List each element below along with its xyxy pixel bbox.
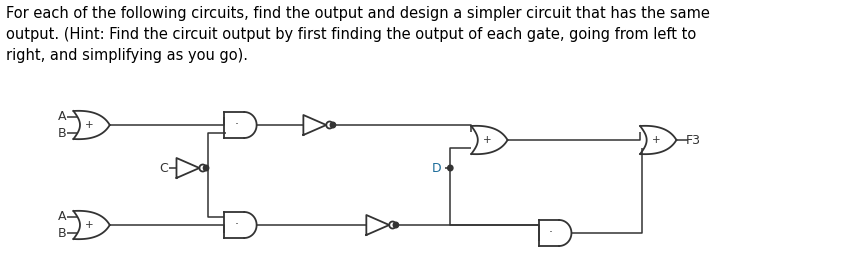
Text: ·: · — [234, 218, 238, 232]
Text: +: + — [85, 120, 94, 130]
Text: +: + — [85, 220, 94, 230]
Text: C: C — [159, 162, 167, 174]
Text: +: + — [483, 135, 492, 145]
Text: ·: · — [549, 226, 553, 240]
Text: A: A — [58, 110, 66, 123]
Text: ·: · — [234, 118, 238, 132]
Circle shape — [204, 165, 209, 171]
Text: B: B — [58, 227, 66, 240]
Text: F3: F3 — [686, 133, 701, 147]
Text: A: A — [58, 210, 66, 223]
Text: For each of the following circuits, find the output and design a simpler circuit: For each of the following circuits, find… — [6, 6, 709, 63]
Circle shape — [331, 122, 336, 128]
Text: D: D — [432, 162, 442, 174]
Circle shape — [448, 165, 453, 171]
Text: +: + — [652, 135, 660, 145]
Circle shape — [394, 222, 399, 228]
Text: B: B — [58, 127, 66, 140]
